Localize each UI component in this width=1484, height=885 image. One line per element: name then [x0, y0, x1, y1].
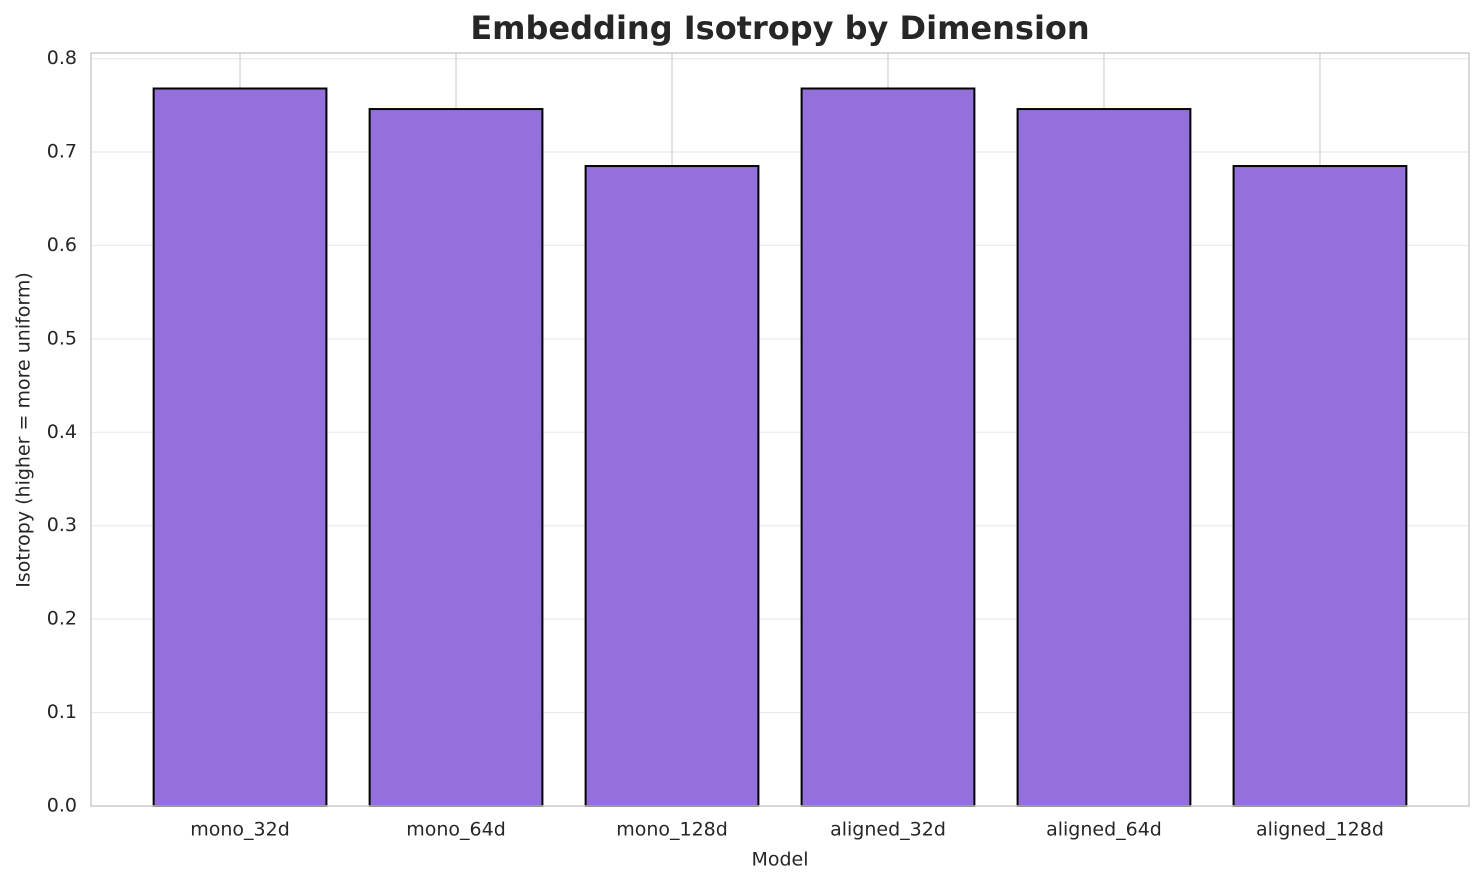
y-tick-label: 0.0 [47, 795, 77, 817]
bar [584, 165, 760, 808]
y-axis-label: Isotropy (higher = more uniform) [13, 272, 35, 588]
bar [1016, 108, 1192, 808]
x-tick-label: mono_64d [406, 819, 506, 841]
plot-frame [90, 52, 1470, 807]
y-tick-label: 0.2 [47, 608, 77, 630]
y-tick-label: 0.6 [47, 234, 77, 256]
y-tick-label: 0.3 [47, 514, 77, 536]
bar [368, 108, 544, 808]
x-tick-label: aligned_32d [830, 819, 946, 841]
x-tick-label: aligned_128d [1256, 819, 1384, 841]
y-tick-label: 0.8 [47, 47, 77, 69]
x-tick-label: mono_128d [616, 819, 728, 841]
y-tick-label: 0.5 [47, 327, 77, 349]
bar [800, 87, 976, 808]
bar [152, 87, 328, 808]
chart-title: Embedding Isotropy by Dimension [470, 9, 1089, 47]
y-tick-label: 0.4 [47, 421, 77, 443]
y-tick-label: 0.7 [47, 141, 77, 163]
bar [1232, 165, 1408, 808]
x-tick-label: mono_32d [190, 819, 290, 841]
x-axis-label: Model [751, 849, 808, 871]
x-tick-label: aligned_64d [1046, 819, 1162, 841]
y-tick-label: 0.1 [47, 701, 77, 723]
